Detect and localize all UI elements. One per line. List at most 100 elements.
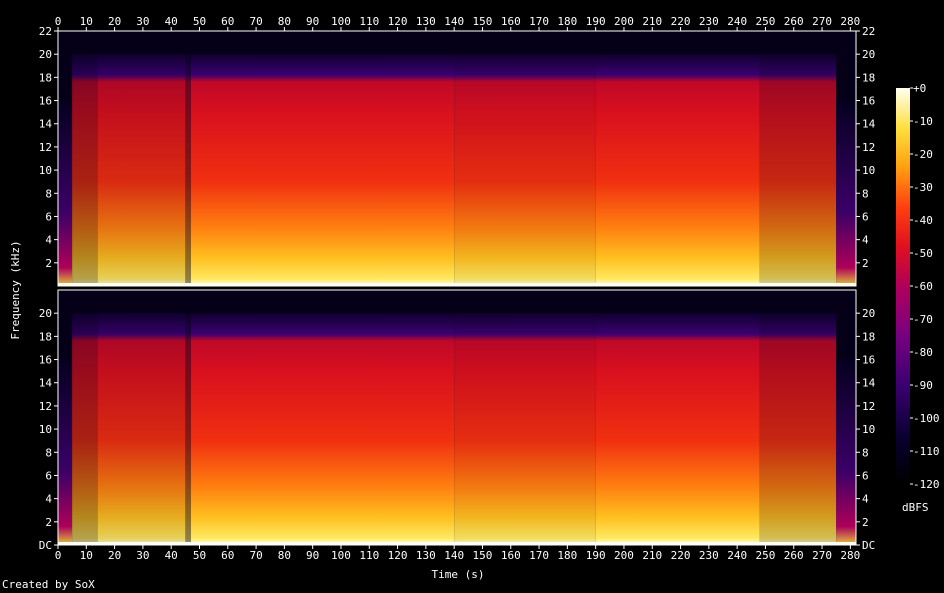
x-tick-label-top: 0 (55, 15, 62, 28)
x-tick-label-top: 160 (501, 15, 521, 28)
y-tick-label-right: 8 (862, 446, 869, 459)
x-tick-label-top: 70 (249, 15, 262, 28)
segment-5-14 (72, 54, 98, 286)
segment-275-282 (836, 359, 856, 545)
x-tick-label-top: 210 (642, 15, 662, 28)
segment-275-282 (836, 100, 856, 286)
x-tick-label-bottom: 20 (108, 549, 121, 562)
y-tick-label: 16 (39, 95, 52, 108)
x-tick-label-bottom: 270 (812, 549, 832, 562)
x-tick-label-top: 10 (80, 15, 93, 28)
x-tick-label-bottom: 260 (784, 549, 804, 562)
colorbar-gradient (896, 88, 910, 484)
colorbar-tick-label: -90 (913, 379, 933, 392)
x-tick-label-bottom: 40 (165, 549, 178, 562)
segment-47-140 (191, 54, 455, 286)
x-tick-label-top: 140 (444, 15, 464, 28)
x-tick-label-top: 150 (473, 15, 493, 28)
y-tick-label-right: 20 (862, 48, 875, 61)
axes: 2220181614121086422220181614121086422018… (39, 15, 876, 562)
x-tick-label-bottom: 250 (756, 549, 776, 562)
y-tick-label: 14 (39, 377, 53, 390)
x-tick-label-bottom: 120 (388, 549, 408, 562)
x-tick-label-bottom: 0 (55, 549, 62, 562)
y-tick-label: 10 (39, 423, 52, 436)
x-tick-label-top: 90 (306, 15, 319, 28)
y-tick-label-right: DC (862, 539, 875, 552)
y-tick-label: 16 (39, 354, 52, 367)
x-tick-label-bottom: 10 (80, 549, 93, 562)
x-tick-label-top: 50 (193, 15, 206, 28)
x-tick-label-bottom: 210 (642, 549, 662, 562)
y-tick-label: 8 (45, 446, 52, 459)
x-tick-label-top: 260 (784, 15, 804, 28)
y-tick-label: 6 (45, 210, 52, 223)
y-tick-label-right: 22 (862, 25, 875, 38)
y-tick-label: 14 (39, 118, 53, 131)
y-tick-label: 6 (45, 469, 52, 482)
x-tick-label-bottom: 160 (501, 549, 521, 562)
y-tick-label: DC (39, 539, 52, 552)
x-tick-label-top: 230 (699, 15, 719, 28)
panel-frame (57, 289, 857, 546)
segment-248-275 (759, 313, 837, 545)
x-tick-label-top: 170 (529, 15, 549, 28)
y-tick-label: 18 (39, 71, 52, 84)
colorbar-tick-label: -20 (913, 148, 933, 161)
y-tick-label-right: 20 (862, 307, 875, 320)
y-tick-label-right: 16 (862, 95, 875, 108)
segment-14-45 (97, 54, 186, 286)
y-tick-label-right: 4 (862, 234, 869, 247)
colorbar-tick-label: -120 (913, 478, 940, 491)
x-tick-label-top: 120 (388, 15, 408, 28)
x-tick-label-bottom: 110 (359, 549, 379, 562)
x-tick-label-bottom: 70 (249, 549, 262, 562)
y-tick-label-right: 18 (862, 71, 875, 84)
y-tick-label: 2 (45, 257, 52, 270)
x-tick-label-bottom: 200 (614, 549, 634, 562)
y-tick-label: 4 (45, 234, 52, 247)
x-tick-label-top: 20 (108, 15, 121, 28)
y-tick-label-right: 12 (862, 141, 875, 154)
x-tick-label-top: 200 (614, 15, 634, 28)
x-tick-label-top: 280 (840, 15, 860, 28)
x-axis-label: Time (s) (432, 568, 485, 581)
y-tick-label: 20 (39, 307, 52, 320)
y-tick-label: 20 (39, 48, 52, 61)
segment-140-190 (454, 313, 596, 545)
segment-47-140 (191, 313, 455, 545)
y-tick-label-right: 2 (862, 257, 869, 270)
y-tick-label-right: 4 (862, 493, 869, 506)
colorbar-tick-label: +0 (913, 82, 926, 95)
colorbar-tick-label: -30 (913, 181, 933, 194)
colorbar-tick-label: -100 (913, 412, 940, 425)
spectrogram-panels (57, 30, 857, 546)
x-tick-label-bottom: 50 (193, 549, 206, 562)
segment-190-248 (595, 54, 760, 286)
channel-2-panel (57, 289, 857, 546)
x-tick-label-top: 60 (221, 15, 234, 28)
credit-text: Created by SoX (2, 578, 95, 591)
y-tick-label: 8 (45, 187, 52, 200)
x-tick-label-bottom: 220 (671, 549, 691, 562)
x-tick-label-bottom: 180 (557, 549, 577, 562)
x-tick-label-bottom: 80 (278, 549, 291, 562)
x-tick-label-bottom: 90 (306, 549, 319, 562)
y-tick-label: 10 (39, 164, 52, 177)
y-tick-label-right: 18 (862, 330, 875, 343)
segment-14-45 (97, 313, 186, 545)
y-tick-label-right: 8 (862, 187, 869, 200)
x-tick-label-top: 30 (136, 15, 149, 28)
x-tick-label-top: 40 (165, 15, 178, 28)
x-tick-label-bottom: 60 (221, 549, 234, 562)
colorbar-tick-label: -80 (913, 346, 933, 359)
y-tick-label: 12 (39, 400, 52, 413)
x-tick-label-top: 250 (756, 15, 776, 28)
dc-band (58, 542, 856, 545)
x-tick-label-bottom: 130 (416, 549, 436, 562)
x-tick-label-top: 180 (557, 15, 577, 28)
y-tick-label: 12 (39, 141, 52, 154)
colorbar-tick-label: -70 (913, 313, 933, 326)
y-tick-label-right: 14 (862, 118, 876, 131)
